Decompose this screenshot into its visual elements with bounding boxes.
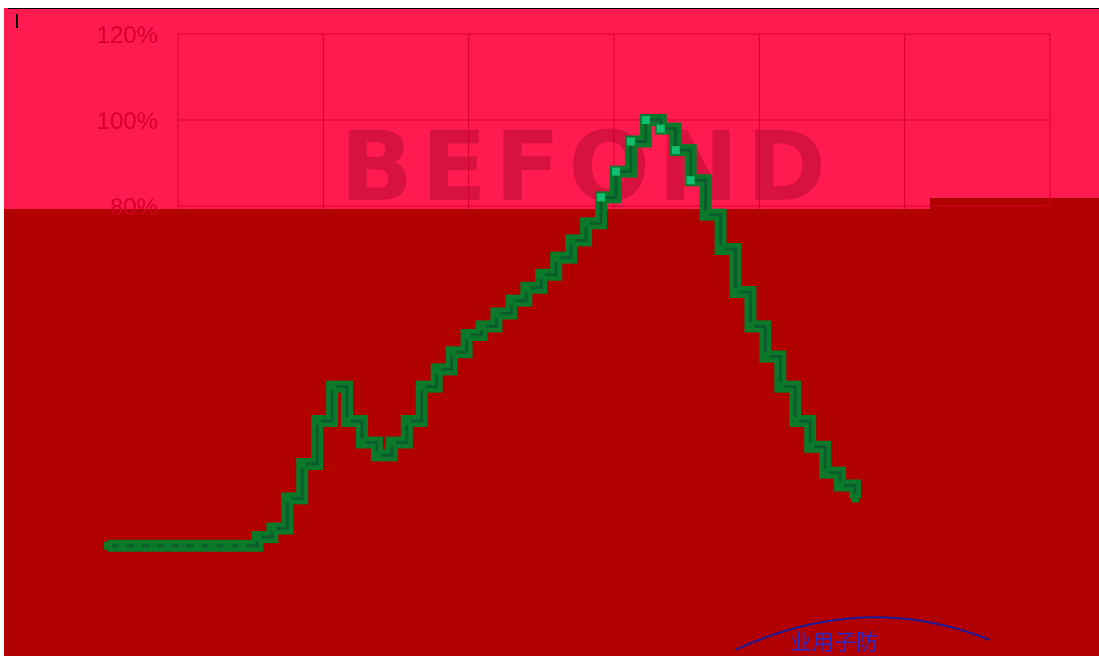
- data-point: [522, 283, 531, 292]
- data-point: [791, 417, 800, 425]
- data-point: [402, 417, 411, 425]
- data-point: [462, 331, 471, 339]
- data-point: [701, 210, 710, 219]
- data-point: [492, 309, 501, 318]
- background-band-upper: [4, 8, 1099, 210]
- data-point: [178, 541, 187, 550]
- data-point: [343, 417, 352, 425]
- data-point: [313, 417, 322, 425]
- data-point: [656, 124, 665, 133]
- data-point: [507, 296, 516, 305]
- y-tick-label: 120%: [97, 22, 158, 49]
- data-point: [253, 533, 262, 542]
- left-tick-mark: [16, 14, 18, 28]
- background-notch: [930, 198, 1099, 212]
- data-point: [597, 193, 606, 202]
- data-point: [686, 176, 695, 185]
- data-point: [104, 541, 112, 550]
- data-point: [298, 460, 307, 468]
- data-point: [148, 541, 157, 550]
- data-point: [118, 541, 127, 550]
- data-point: [567, 236, 576, 245]
- data-point: [208, 541, 217, 550]
- seal-text: 业用子防: [790, 631, 878, 656]
- data-point: [746, 322, 755, 331]
- data-point: [447, 348, 456, 357]
- data-point: [851, 494, 859, 503]
- data-point: [641, 116, 650, 124]
- data-point: [372, 451, 381, 460]
- data-point: [761, 352, 770, 361]
- data-point: [477, 322, 486, 331]
- data-point: [357, 438, 366, 447]
- data-point: [283, 494, 292, 503]
- background-band-upper-right: [930, 8, 1099, 200]
- data-point: [821, 468, 830, 477]
- y-tick-label: 100%: [97, 108, 158, 135]
- data-point: [836, 481, 845, 490]
- watermark: BEFOND: [340, 111, 834, 223]
- seal-stamp: 业用子防: [734, 616, 991, 656]
- data-point: [193, 541, 202, 550]
- y-tick-label: 80%: [110, 194, 158, 221]
- data-point: [432, 365, 441, 374]
- top-rule: [8, 8, 1099, 9]
- data-point: [163, 541, 172, 550]
- data-point: [626, 137, 635, 146]
- data-point: [238, 541, 247, 550]
- data-point: [552, 253, 561, 262]
- data-point: [223, 541, 232, 550]
- data-point: [671, 146, 680, 155]
- data-point: [611, 167, 620, 176]
- data-point: [776, 382, 785, 391]
- data-point: [387, 438, 396, 447]
- data-point: [328, 382, 337, 391]
- background-band-lower: [4, 209, 1099, 656]
- data-point: [133, 541, 142, 550]
- data-point: [806, 442, 815, 451]
- data-point: [537, 270, 546, 279]
- data-point: [582, 219, 591, 228]
- data-point: [716, 245, 725, 253]
- data-point: [731, 288, 740, 296]
- seal-arc: [734, 616, 991, 651]
- y-axis: 120% 100% 80%: [97, 22, 158, 221]
- data-point: [268, 524, 277, 533]
- data-point: [417, 382, 426, 391]
- series-group: [104, 114, 861, 552]
